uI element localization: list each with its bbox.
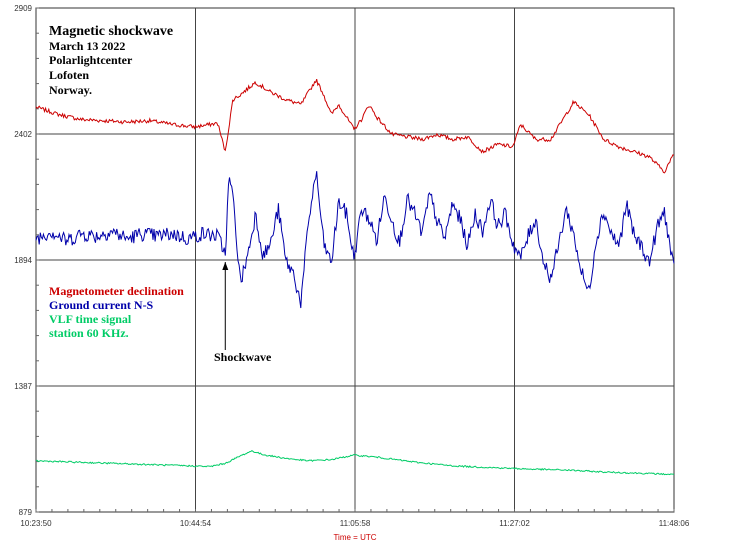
y-tick-label: 879	[19, 508, 33, 517]
x-tick-label: 11:05:58	[340, 519, 371, 528]
x-axis-label: Time = UTC	[333, 533, 376, 542]
y-tick-label: 1387	[14, 382, 32, 391]
y-tick-label: 2402	[14, 130, 32, 139]
series-line-2	[35, 171, 675, 309]
x-tick-labels: 10:23:50 10:44:54 11:05:58 11:27:02 11:48:06	[20, 519, 689, 528]
shockwave-annotation: Shockwave	[214, 262, 272, 364]
chart-subtitle-country: Norway.	[49, 83, 92, 97]
legend-entry-ground-current: Ground current N-S	[49, 298, 154, 312]
chart-title: Magnetic shockwave	[49, 24, 173, 39]
x-tick-label: 11:48:06	[659, 519, 690, 528]
title-block: Magnetic shockwave March 13 2022 Polarli…	[49, 24, 173, 97]
shockwave-label: Shockwave	[214, 350, 272, 364]
x-tick-label: 11:27:02	[499, 519, 530, 528]
y-tick-labels: 2909 2402 1894 1387 879	[14, 4, 32, 517]
x-tick-label: 10:23:50	[20, 519, 52, 528]
shockwave-arrow-head	[222, 262, 229, 270]
chart-subtitle-location: Lofoten	[49, 68, 89, 82]
y-tick-label: 1894	[14, 256, 32, 265]
series-line-1	[35, 78, 675, 174]
legend-entry-magnetometer: Magnetometer declination	[49, 284, 184, 298]
y-tick-label: 2909	[14, 4, 32, 13]
x-tick-label: 10:44:54	[180, 519, 212, 528]
chart-subtitle-date: March 13 2022	[49, 39, 125, 53]
minor-ticks	[35, 7, 675, 513]
legend-entry-vlf: VLF time signal	[49, 312, 132, 326]
grid	[36, 8, 674, 512]
legend: Magnetometer declination Ground current …	[49, 284, 184, 340]
chart-subtitle-org: Polarlightcenter	[49, 53, 133, 67]
series-line-3	[36, 449, 675, 476]
series-layer	[35, 78, 675, 476]
legend-entry-vlf-station: station 60 KHz.	[49, 326, 129, 340]
